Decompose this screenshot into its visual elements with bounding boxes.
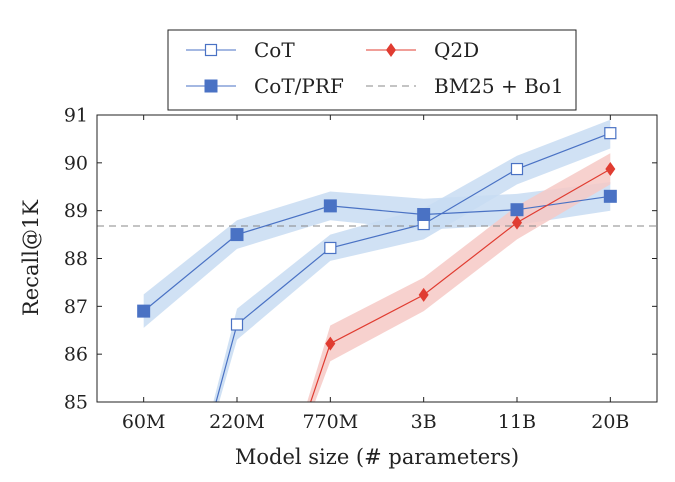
legend-label-bm25-bo1: BM25 + Bo1 — [434, 74, 564, 98]
point-cot-prf-11b — [510, 203, 524, 217]
ticks-layer: 85 86 87 88 89 90 91 60M 220M 770M 3B 11B 20B — [64, 105, 657, 433]
legend-label-cot-prf: CoT/PRF — [254, 74, 344, 98]
band-cot — [213, 119, 611, 402]
y-tick-label: 87 — [64, 296, 88, 318]
line-cot — [215, 132, 611, 402]
legend-marker-filled-square — [204, 79, 218, 93]
lines-layer — [143, 132, 611, 402]
legend-item-q2d: Q2D — [366, 38, 479, 62]
plot-layer — [97, 119, 657, 402]
point-q2d-770m — [325, 336, 336, 351]
y-tick-label: 88 — [64, 248, 88, 270]
point-cot-770m — [324, 241, 337, 255]
x-axis-title: Model size (# parameters) — [235, 445, 519, 469]
legend-item-cot-prf: CoT/PRF — [186, 74, 344, 98]
legend-item-cot: CoT — [186, 38, 295, 62]
point-cot-prf-20b — [603, 189, 617, 203]
legend-box — [167, 29, 577, 111]
point-q2d-20b — [605, 162, 616, 177]
legend-item-bm25-bo1: BM25 + Bo1 — [366, 74, 564, 98]
point-q2d-11b — [512, 215, 522, 230]
legend-marker-diamond — [386, 43, 396, 57]
point-cot-prf-60m — [137, 304, 151, 318]
legend-label-cot: CoT — [254, 38, 295, 62]
band-cot-prf — [143, 182, 611, 328]
point-cot-220m — [230, 318, 244, 331]
y-tick-label: 91 — [64, 105, 88, 127]
x-tick-label: 220M — [209, 411, 265, 433]
point-cot-11b — [510, 162, 524, 176]
x-tick-label: 770M — [302, 411, 358, 433]
y-axis-title: Recall@1K — [19, 200, 43, 316]
legend-label-q2d: Q2D — [434, 38, 479, 62]
point-cot-20b — [604, 127, 617, 140]
legend: CoT CoT/PRF Q2D BM25 + Bo1 — [167, 29, 577, 111]
y-tick-label: 85 — [64, 392, 88, 414]
point-cot-prf-3b — [417, 207, 431, 221]
bands-layer — [143, 119, 611, 402]
y-tick-label: 89 — [64, 200, 88, 222]
x-tick-label: 60M — [122, 411, 166, 433]
point-q2d-3b — [418, 287, 429, 302]
markers-layer — [137, 127, 617, 351]
band-q2d — [307, 153, 611, 402]
y-tick-label: 90 — [64, 152, 88, 174]
point-cot-prf-220m — [230, 228, 244, 242]
x-tick-label: 3B — [411, 411, 437, 433]
x-tick-label: 11B — [498, 411, 536, 433]
x-tick-label: 20B — [591, 411, 629, 433]
point-cot-prf-770m — [323, 199, 337, 213]
line-cot-prf — [143, 195, 611, 312]
y-tick-label: 86 — [64, 344, 88, 366]
legend-marker-open-square — [204, 43, 218, 57]
